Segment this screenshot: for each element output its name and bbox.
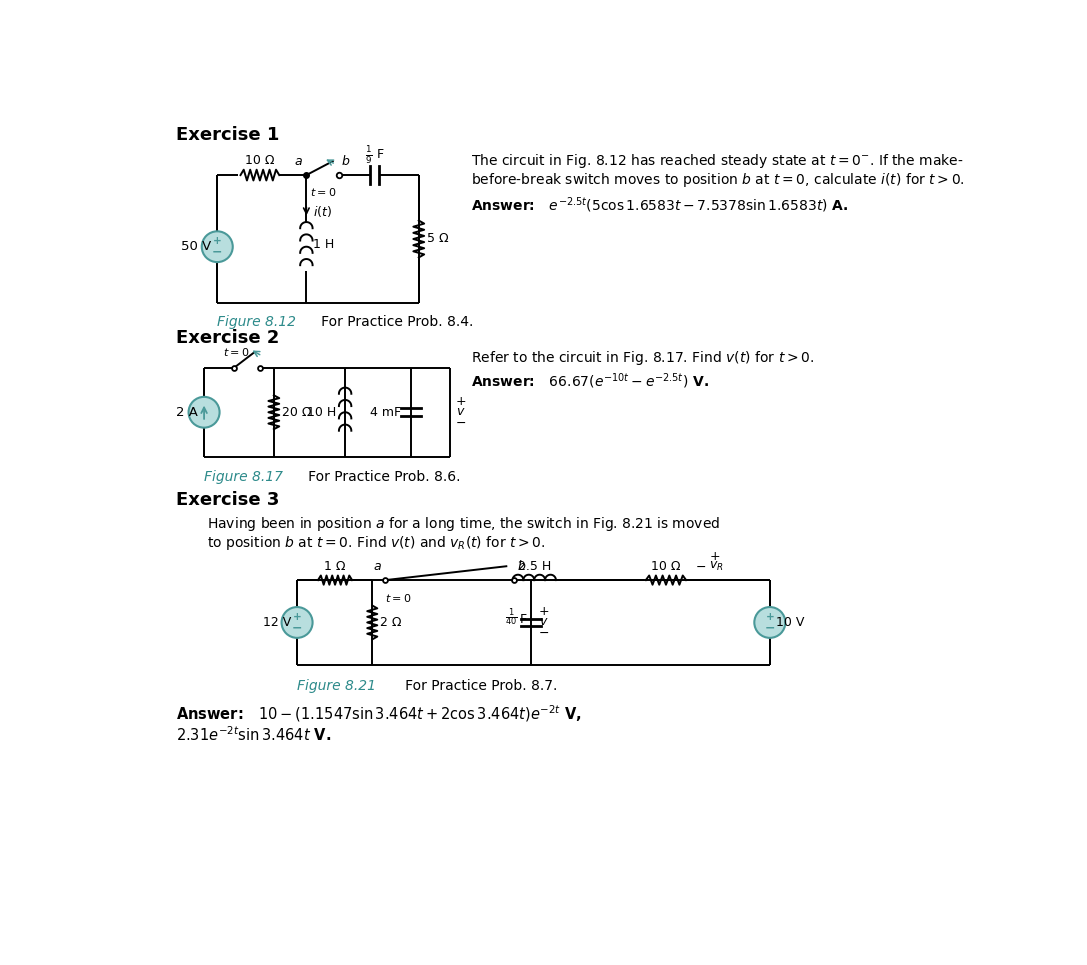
- Text: F: F: [520, 613, 526, 626]
- Text: −: −: [539, 626, 549, 640]
- Text: +: +: [765, 612, 774, 621]
- Text: $v$: $v$: [539, 616, 549, 628]
- Text: $a$: $a$: [295, 155, 303, 168]
- Text: Answer:   $e^{-2.5t}(5\cos 1.6583t - 7.5378\sin 1.6583t)$ A.: Answer: $e^{-2.5t}(5\cos 1.6583t - 7.537…: [471, 195, 848, 214]
- Circle shape: [282, 607, 313, 638]
- Text: $v$: $v$: [455, 405, 465, 418]
- Text: to position $b$ at $t = 0$. Find $v(t)$ and $v_R(t)$ for $t > 0$.: to position $b$ at $t = 0$. Find $v(t)$ …: [208, 534, 546, 552]
- Text: 2 A: 2 A: [176, 405, 198, 419]
- Text: before-break switch moves to position $b$ at $t = 0$, calculate $i(t)$ for $t > : before-break switch moves to position $b…: [471, 171, 964, 189]
- Text: Figure 8.12: Figure 8.12: [217, 316, 297, 329]
- Text: $\frac{1}{40}$: $\frac{1}{40}$: [505, 606, 517, 628]
- Text: Exercise 3: Exercise 3: [176, 491, 279, 509]
- Text: For Practice Prob. 8.6.: For Practice Prob. 8.6.: [295, 470, 460, 484]
- Circle shape: [754, 607, 785, 638]
- Text: 10 V: 10 V: [776, 616, 804, 629]
- Text: +: +: [292, 612, 301, 621]
- Text: $b$: $b$: [517, 559, 526, 573]
- Text: Refer to the circuit in Fig. 8.17. Find $v(t)$ for $t > 0$.: Refer to the circuit in Fig. 8.17. Find …: [471, 349, 814, 367]
- Text: $a$: $a$: [374, 560, 383, 573]
- Text: Having been in position $a$ for a long time, the switch in Fig. 8.21 is moved: Having been in position $a$ for a long t…: [208, 514, 721, 533]
- Text: 10 Ω: 10 Ω: [246, 154, 275, 167]
- Text: For Practice Prob. 8.4.: For Practice Prob. 8.4.: [308, 316, 473, 329]
- Text: +: +: [539, 605, 550, 619]
- Text: Exercise 1: Exercise 1: [176, 125, 279, 144]
- Circle shape: [188, 397, 220, 427]
- Text: The circuit in Fig. 8.12 has reached steady state at $t = 0^{-}$. If the make-: The circuit in Fig. 8.12 has reached ste…: [471, 152, 963, 170]
- Text: −: −: [764, 621, 775, 635]
- Text: Figure 8.21: Figure 8.21: [297, 678, 376, 693]
- Text: 12 V: 12 V: [263, 616, 291, 629]
- Text: 2 Ω: 2 Ω: [380, 616, 401, 629]
- Text: Figure 8.17: Figure 8.17: [204, 470, 283, 484]
- Text: For Practice Prob. 8.7.: For Practice Prob. 8.7.: [391, 678, 557, 693]
- Text: $b$: $b$: [341, 154, 351, 168]
- Text: Exercise 2: Exercise 2: [176, 329, 279, 347]
- Text: $t=0$: $t=0$: [386, 593, 412, 604]
- Text: $2.31e^{-2t}\sin 3.464t$ V.: $2.31e^{-2t}\sin 3.464t$ V.: [176, 726, 332, 744]
- Text: $t=0$: $t=0$: [310, 186, 337, 198]
- Text: 1 Ω: 1 Ω: [324, 560, 346, 573]
- Text: $-$: $-$: [696, 560, 707, 573]
- Text: 2.5 H: 2.5 H: [517, 560, 551, 573]
- Text: −: −: [455, 417, 466, 429]
- Text: 50 V: 50 V: [180, 240, 211, 253]
- Text: 1 H: 1 H: [313, 238, 335, 251]
- Text: −: −: [291, 621, 302, 635]
- Text: $\frac{1}{9}$ F: $\frac{1}{9}$ F: [365, 144, 385, 166]
- Text: +: +: [213, 235, 222, 246]
- Text: −: −: [212, 246, 223, 259]
- Text: +: +: [455, 395, 466, 408]
- Text: 20 Ω: 20 Ω: [282, 405, 311, 419]
- Text: 10 H: 10 H: [308, 405, 337, 419]
- Text: 5 Ω: 5 Ω: [426, 233, 448, 245]
- Text: Answer:   $10-(1.1547\sin 3.464t+2\cos 3.464t)e^{-2t}$ V,: Answer: $10-(1.1547\sin 3.464t+2\cos 3.4…: [176, 703, 583, 724]
- Text: $+$: $+$: [710, 550, 721, 564]
- Text: 4 mF: 4 mF: [370, 405, 401, 419]
- Text: Answer:   $66.67(e^{-10t} - e^{-2.5t})$ V.: Answer: $66.67(e^{-10t} - e^{-2.5t})$ V.: [471, 372, 709, 391]
- Text: $v_R$: $v_R$: [710, 560, 724, 573]
- Text: $t=0$: $t=0$: [224, 346, 250, 358]
- Circle shape: [202, 232, 233, 262]
- Text: $i(t)$: $i(t)$: [313, 204, 332, 219]
- Text: 10 Ω: 10 Ω: [651, 560, 680, 573]
